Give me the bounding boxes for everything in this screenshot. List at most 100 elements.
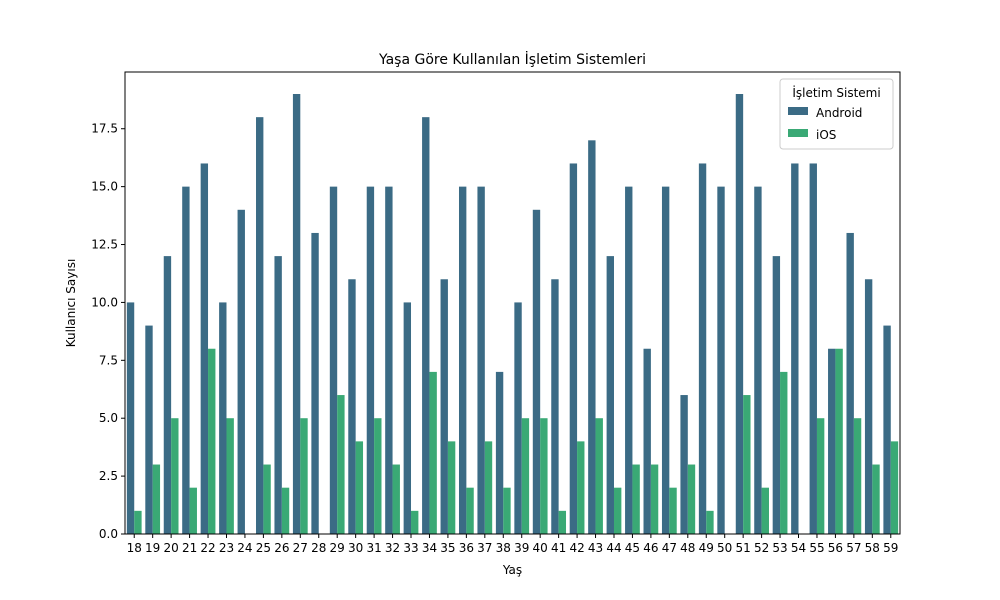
bar-ios-35 (447, 441, 456, 534)
bar-android-44 (606, 256, 614, 534)
bar-ios-33 (411, 510, 419, 534)
bar-ios-23 (226, 418, 234, 534)
bar-ios-38 (503, 487, 511, 534)
bar-android-37 (477, 186, 485, 534)
x-tick-label: 52 (754, 541, 769, 555)
y-axis-ticks: 0.0 2.5 5.0 7.5 10.0 12.5 15.0 17.5 (91, 122, 125, 541)
bar-ios-44 (613, 487, 622, 534)
x-tick-label: 54 (791, 541, 806, 555)
x-tick-label: 42 (569, 541, 584, 555)
x-tick-label: 43 (588, 541, 603, 555)
bar-android-19 (145, 325, 153, 534)
x-tick-label: 20 (163, 541, 178, 555)
bar-android-26 (274, 256, 282, 534)
bar-android-31 (366, 186, 375, 534)
bar-android-56 (828, 348, 836, 534)
bar-ios-36 (466, 487, 474, 534)
bar-android-38 (495, 371, 504, 534)
x-tick-label: 29 (330, 541, 345, 555)
x-tick-label: 49 (699, 541, 714, 555)
bar-android-49 (698, 163, 707, 534)
x-tick-label: 22 (200, 541, 215, 555)
bar-android-55 (809, 163, 817, 534)
bar-android-39 (514, 302, 522, 534)
bar-android-29 (329, 186, 338, 534)
bar-android-28 (311, 232, 319, 534)
bar-ios-59 (890, 441, 899, 534)
bar-android-20 (163, 256, 172, 534)
bar-ios-56 (835, 348, 843, 534)
bars-group (126, 94, 899, 535)
x-tick-label: 31 (366, 541, 381, 555)
bar-ios-52 (761, 487, 769, 534)
x-tick-label: 34 (422, 541, 437, 555)
bar-android-50 (717, 186, 725, 534)
x-tick-label: 57 (846, 541, 861, 555)
x-tick-label: 33 (403, 541, 418, 555)
bar-android-53 (772, 256, 781, 534)
bar-android-22 (200, 163, 209, 534)
x-tick-label: 21 (182, 541, 197, 555)
bar-android-32 (385, 186, 393, 534)
x-tick-label: 30 (348, 541, 363, 555)
bar-android-51 (735, 94, 744, 534)
bar-android-58 (864, 279, 873, 534)
bar-android-40 (532, 209, 541, 535)
bar-ios-53 (780, 371, 788, 534)
x-tick-label: 50 (717, 541, 732, 555)
bar-ios-34 (429, 371, 437, 534)
x-tick-label: 58 (865, 541, 880, 555)
y-tick-label: 17.5 (91, 122, 118, 136)
bar-ios-41 (558, 510, 567, 534)
bar-ios-29 (337, 395, 345, 534)
x-axis-label: Yaş (502, 563, 522, 577)
y-tick-label: 0.0 (99, 527, 118, 541)
bar-android-52 (754, 186, 762, 534)
y-axis-label: Kullanıcı Sayısı (64, 259, 78, 348)
x-tick-label: 28 (311, 541, 326, 555)
bar-android-24 (237, 209, 245, 535)
x-tick-label: 45 (625, 541, 640, 555)
x-tick-label: 36 (459, 541, 474, 555)
x-tick-label: 59 (883, 541, 898, 555)
bar-ios-55 (816, 418, 825, 534)
bar-ios-51 (743, 395, 751, 534)
bar-ios-45 (632, 464, 640, 534)
x-tick-label: 55 (809, 541, 824, 555)
bar-android-42 (569, 163, 578, 534)
bar-android-47 (661, 186, 670, 534)
bar-ios-57 (853, 418, 862, 534)
x-tick-label: 51 (736, 541, 751, 555)
y-tick-label: 10.0 (91, 295, 118, 309)
x-tick-label: 53 (772, 541, 787, 555)
x-tick-label: 46 (643, 541, 658, 555)
x-tick-label: 40 (533, 541, 548, 555)
bar-ios-26 (281, 487, 290, 534)
bar-ios-21 (189, 487, 197, 534)
legend-label-android: Android (816, 106, 862, 120)
bar-android-25 (256, 117, 264, 534)
x-tick-label: 19 (145, 541, 160, 555)
bar-ios-49 (706, 510, 714, 534)
bar-ios-46 (650, 464, 659, 534)
plot-frame (124, 71, 901, 535)
x-tick-label: 56 (828, 541, 843, 555)
bar-android-43 (588, 140, 596, 534)
x-tick-label: 44 (606, 541, 621, 555)
bar-android-34 (422, 117, 430, 534)
bar-android-33 (403, 302, 412, 534)
bar-android-46 (643, 348, 651, 534)
bar-ios-58 (872, 464, 880, 534)
bar-ios-18 (134, 510, 142, 534)
bar-ios-48 (687, 464, 696, 534)
legend-swatch-ios (788, 129, 808, 137)
x-tick-label: 38 (496, 541, 511, 555)
y-tick-label: 5.0 (99, 411, 118, 425)
x-tick-label: 27 (293, 541, 308, 555)
x-tick-label: 26 (274, 541, 289, 555)
x-tick-label: 25 (256, 541, 271, 555)
bar-android-54 (791, 163, 799, 534)
y-tick-label: 7.5 (99, 353, 118, 367)
legend-label-ios: iOS (816, 128, 836, 142)
